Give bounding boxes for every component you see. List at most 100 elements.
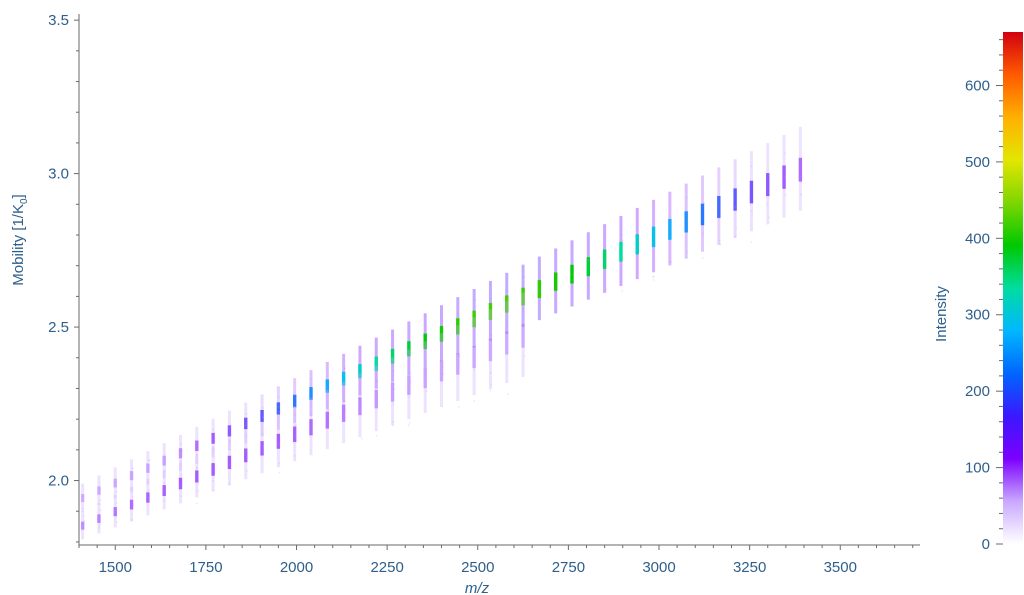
y-axis-title-sub: 0 xyxy=(19,198,30,204)
noise-point xyxy=(750,165,753,168)
intensity-peak xyxy=(700,203,705,226)
axes xyxy=(78,14,920,546)
intensity-peak xyxy=(341,371,346,386)
intensity-streak xyxy=(146,451,150,485)
y-tick-label: 3.0 xyxy=(48,166,69,183)
intensity-peak xyxy=(488,303,493,320)
intensity-peak xyxy=(521,287,525,306)
noise-point xyxy=(115,509,118,512)
y-axis-title-main: Mobility [1/K xyxy=(10,204,27,286)
noise-point xyxy=(718,217,720,219)
intensity-peak xyxy=(325,379,330,393)
noise-point xyxy=(245,424,247,427)
noise-point xyxy=(490,372,492,374)
noise-point xyxy=(621,240,624,242)
noise-point xyxy=(652,275,655,278)
noise-point xyxy=(82,525,85,527)
noise-point xyxy=(375,379,378,382)
noise-point xyxy=(686,250,688,253)
noise-point xyxy=(83,515,85,518)
noise-point xyxy=(474,305,477,308)
noise-point xyxy=(295,394,297,397)
intensity-peak xyxy=(178,448,183,459)
noise-point xyxy=(686,197,688,199)
noise-point xyxy=(328,409,330,411)
intensity-streak xyxy=(97,475,101,506)
noise-point xyxy=(131,474,133,477)
noise-point xyxy=(489,389,492,392)
noise-point xyxy=(344,367,346,370)
noise-point xyxy=(375,434,378,437)
noise-point xyxy=(750,241,752,243)
x-tick-label: 1750 xyxy=(189,559,222,576)
noise-point xyxy=(327,394,329,397)
intensity-peak xyxy=(782,165,786,189)
noise-point xyxy=(751,210,753,212)
noise-point xyxy=(800,193,802,196)
intensity-streak xyxy=(521,292,525,377)
noise-point xyxy=(407,424,410,427)
noise-point xyxy=(605,288,607,290)
noise-point xyxy=(392,424,394,427)
intensity-peak xyxy=(113,478,117,488)
intensity-peak xyxy=(113,507,117,517)
noise-point xyxy=(490,334,493,336)
noise-point xyxy=(294,455,296,457)
noise-point xyxy=(703,202,705,205)
intensity-peak xyxy=(766,173,770,197)
noise-point xyxy=(442,362,444,364)
x-tick-label: 1500 xyxy=(99,559,132,576)
noise-point xyxy=(99,489,101,492)
intensity-peak xyxy=(341,404,346,422)
x-tick-label: 2750 xyxy=(552,559,585,576)
noise-point xyxy=(409,421,411,424)
intensity-peak xyxy=(472,345,476,368)
noise-point xyxy=(196,466,198,469)
noise-point xyxy=(262,421,264,424)
noise-point xyxy=(522,308,524,310)
noise-point xyxy=(409,372,412,374)
noise-point xyxy=(310,378,312,380)
noise-point xyxy=(132,467,134,469)
x-axis-title: m/z xyxy=(465,580,490,595)
colorbar-ticks: 0 100 200 300 400 500 600 xyxy=(965,39,1003,553)
intensity-peak xyxy=(423,333,427,350)
noise-point xyxy=(278,411,280,413)
noise-point xyxy=(440,341,443,344)
colorbar-tick-label: 200 xyxy=(965,383,990,400)
noise-point xyxy=(115,502,118,504)
noise-point xyxy=(245,413,248,415)
noise-point xyxy=(246,470,248,472)
noise-point xyxy=(522,291,525,294)
noise-point xyxy=(213,437,216,440)
noise-point xyxy=(442,365,444,368)
intensity-peak xyxy=(244,448,248,463)
intensity-streak xyxy=(81,483,85,512)
y-tick-label: 2.5 xyxy=(48,319,69,336)
noise-point xyxy=(82,507,84,510)
noise-point xyxy=(473,368,475,370)
colorbar-tick-label: 400 xyxy=(965,230,990,247)
noise-point xyxy=(245,450,247,453)
noise-point xyxy=(490,335,492,337)
noise-point xyxy=(179,485,182,488)
intensity-peak xyxy=(292,426,297,443)
x-tick-label: 2000 xyxy=(280,559,313,576)
intensity-peak xyxy=(684,211,688,233)
intensity-peak xyxy=(733,188,737,211)
noise-point xyxy=(669,261,671,264)
intensity-peak xyxy=(570,264,574,284)
noise-point xyxy=(621,290,623,292)
noise-point xyxy=(702,232,704,235)
noise-point xyxy=(505,325,508,328)
intensity-peak xyxy=(374,389,378,409)
colorbar-tick-label: 300 xyxy=(965,307,990,324)
noise-point xyxy=(409,349,412,351)
intensity-streak xyxy=(505,301,509,383)
noise-point xyxy=(359,372,361,375)
noise-point xyxy=(130,499,133,502)
intensity-peak xyxy=(439,325,444,342)
noise-point xyxy=(327,410,329,412)
intensity-streak xyxy=(440,333,443,408)
noise-point xyxy=(212,489,215,492)
